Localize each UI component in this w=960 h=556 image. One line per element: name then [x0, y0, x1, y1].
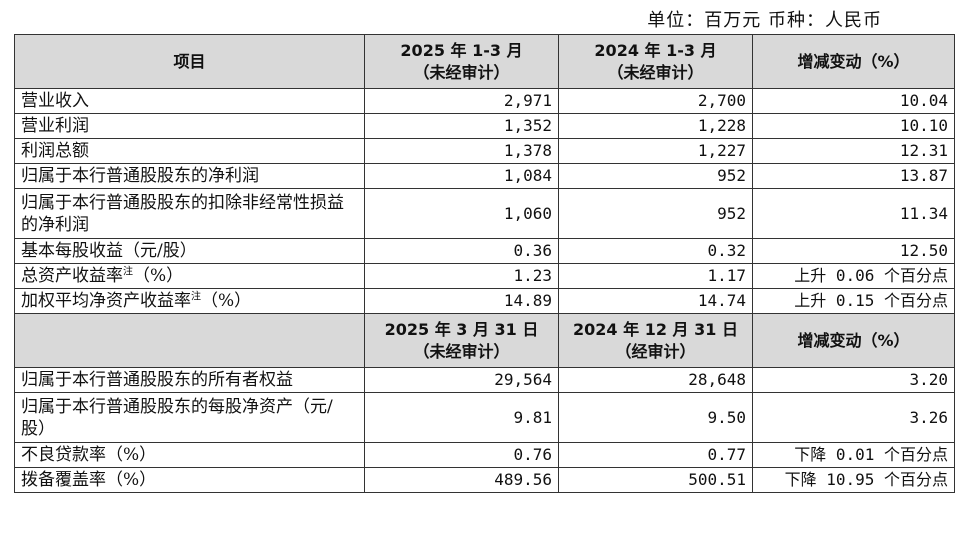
header-2025-q1-audit: （未经审计）: [413, 62, 510, 82]
header-row-1: 项目 2025 年 1-3 月 （未经审计） 2024 年 1-3 月 （未经审…: [14, 34, 955, 89]
value-2024: 2,700: [558, 88, 753, 114]
value-2024: 952: [558, 188, 753, 239]
header-change: 增减变动（%）: [752, 34, 955, 89]
value-2024: 952: [558, 163, 753, 189]
value-change: 3.26: [752, 392, 955, 443]
row-label: 归属于本行普通股股东的所有者权益: [14, 367, 365, 393]
value-change: 12.50: [752, 238, 955, 264]
row-label: 总资产收益率: [21, 266, 123, 286]
header-item: 项目: [14, 34, 365, 89]
value-change: 3.20: [752, 367, 955, 393]
row-label: 加权平均净资产收益率: [21, 291, 191, 311]
value-2024: 1,227: [558, 138, 753, 164]
row-label: 归属于本行普通股股东的扣除非经常性损益的净利润: [14, 188, 365, 239]
footnote-marker: 注: [123, 266, 133, 278]
table-row: 加权平均净资产收益率注（%） 14.89 14.74 上升 0.15 个百分点: [14, 288, 955, 314]
header-2024-q1: 2024 年 1-3 月 （未经审计）: [558, 34, 753, 89]
table-row: 归属于本行普通股股东的扣除非经常性损益的净利润 1,060 952 11.34: [14, 188, 955, 239]
table-row: 归属于本行普通股股东的所有者权益 29,564 28,648 3.20: [14, 367, 955, 393]
table-row: 拨备覆盖率（%） 489.56 500.51 下降 10.95 个百分点: [14, 467, 955, 493]
row-label: 拨备覆盖率（%）: [14, 467, 365, 493]
table-row: 营业利润 1,352 1,228 10.10: [14, 113, 955, 139]
row-label: 不良贷款率（%）: [14, 442, 365, 468]
value-2025: 1,352: [364, 113, 559, 139]
value-change: 10.04: [752, 88, 955, 114]
value-2025: 0.76: [364, 442, 559, 468]
value-change: 10.10: [752, 113, 955, 139]
row-label: 归属于本行普通股股东的每股净资产（元/股）: [14, 392, 365, 443]
footnote-marker: 注: [191, 291, 201, 303]
header-2025-mar31-audit: （未经审计）: [413, 341, 510, 361]
value-2025: 14.89: [364, 288, 559, 314]
header-2025-q1-period: 2025 年 1-3 月: [400, 40, 523, 60]
header-2025-mar31-date: 2025 年 3 月 31 日: [384, 319, 539, 339]
value-2025: 9.81: [364, 392, 559, 443]
value-2025: 1,084: [364, 163, 559, 189]
value-2025: 1,378: [364, 138, 559, 164]
header-2025-mar31: 2025 年 3 月 31 日 （未经审计）: [364, 313, 559, 368]
value-change: 上升 0.06 个百分点: [752, 263, 955, 289]
row-label-cell: 加权平均净资产收益率注（%）: [14, 288, 365, 314]
header-2024-dec31: 2024 年 12 月 31 日 （经审计）: [558, 313, 753, 368]
value-2025: 29,564: [364, 367, 559, 393]
value-change: 12.31: [752, 138, 955, 164]
row-label-cell: 总资产收益率注（%）: [14, 263, 365, 289]
table-row: 归属于本行普通股股东的净利润 1,084 952 13.87: [14, 163, 955, 189]
row-label: 基本每股收益（元/股）: [14, 238, 365, 264]
table-row: 总资产收益率注（%） 1.23 1.17 上升 0.06 个百分点: [14, 263, 955, 289]
value-change: 13.87: [752, 163, 955, 189]
value-2025: 1,060: [364, 188, 559, 239]
header-2024-q1-audit: （未经审计）: [607, 62, 704, 82]
row-label: 利润总额: [14, 138, 365, 164]
table-row: 不良贷款率（%） 0.76 0.77 下降 0.01 个百分点: [14, 442, 955, 468]
value-2024: 14.74: [558, 288, 753, 314]
value-2025: 0.36: [364, 238, 559, 264]
value-2024: 0.32: [558, 238, 753, 264]
value-2024: 1.17: [558, 263, 753, 289]
table-row: 基本每股收益（元/股） 0.36 0.32 12.50: [14, 238, 955, 264]
header-2025-q1: 2025 年 1-3 月 （未经审计）: [364, 34, 559, 89]
header-2024-dec31-audit: （经审计）: [615, 341, 696, 361]
unit-note: 单位：百万元 币种：人民币: [647, 10, 882, 31]
value-change: 下降 10.95 个百分点: [752, 467, 955, 493]
header-2024-dec31-date: 2024 年 12 月 31 日: [573, 319, 738, 339]
row-unit: （%）: [133, 266, 184, 286]
row-label: 营业利润: [14, 113, 365, 139]
value-2024: 500.51: [558, 467, 753, 493]
value-2024: 0.77: [558, 442, 753, 468]
value-2025: 2,971: [364, 88, 559, 114]
value-2024: 28,648: [558, 367, 753, 393]
value-2024: 1,228: [558, 113, 753, 139]
row-label: 归属于本行普通股股东的净利润: [14, 163, 365, 189]
financial-table: 项目 2025 年 1-3 月 （未经审计） 2024 年 1-3 月 （未经审…: [14, 34, 955, 493]
value-2025: 1.23: [364, 263, 559, 289]
value-2025: 489.56: [364, 467, 559, 493]
value-2024: 9.50: [558, 392, 753, 443]
value-change: 下降 0.01 个百分点: [752, 442, 955, 468]
header-change: 增减变动（%）: [752, 313, 955, 368]
table-row: 营业收入 2,971 2,700 10.04: [14, 88, 955, 114]
table-row: 归属于本行普通股股东的每股净资产（元/股） 9.81 9.50 3.26: [14, 392, 955, 443]
header-row-2: 2025 年 3 月 31 日 （未经审计） 2024 年 12 月 31 日 …: [14, 313, 955, 368]
header-2024-q1-period: 2024 年 1-3 月: [594, 40, 717, 60]
row-label: 营业收入: [14, 88, 365, 114]
value-change: 上升 0.15 个百分点: [752, 288, 955, 314]
header-item-blank: [14, 313, 365, 368]
table-row: 利润总额 1,378 1,227 12.31: [14, 138, 955, 164]
value-change: 11.34: [752, 188, 955, 239]
row-unit: （%）: [201, 291, 252, 311]
